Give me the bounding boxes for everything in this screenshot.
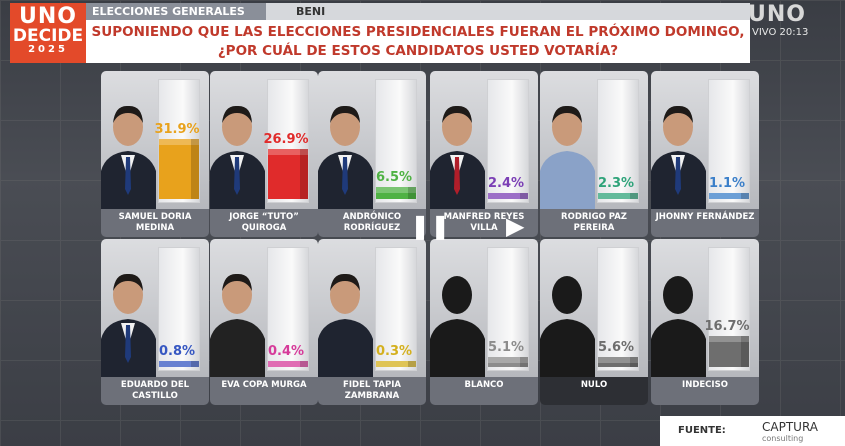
candidate-name: MANFRED REYES VILLA — [430, 209, 538, 237]
candidate-photo — [101, 273, 156, 377]
candidate-card: 16.7% INDECISO — [651, 239, 759, 405]
candidate-photo — [210, 273, 265, 377]
survey-question: SUPONIENDO QUE LAS ELECCIONES PRESIDENCI… — [86, 20, 750, 63]
bar — [376, 361, 416, 367]
candidate-photo — [651, 276, 706, 377]
candidate-name: BLANCO — [430, 377, 538, 405]
bar — [709, 193, 749, 199]
bar — [159, 361, 199, 367]
bar-track — [158, 247, 200, 371]
candidate-name: EDUARDO DEL CASTILLO — [101, 377, 209, 405]
election-title: ELECCIONES GENERALES 2025 — [86, 3, 266, 35]
candidate-card: 2.3% RODRIGO PAZ PEREIRA — [540, 71, 648, 237]
card-stage — [318, 239, 426, 377]
value-label: 5.6% — [597, 339, 635, 355]
uno-decide-logo: UNO DECIDE 2025 — [10, 3, 86, 63]
card-stage — [540, 239, 648, 377]
live-clock: VIVO 20:13 — [752, 27, 809, 38]
candidate-name: SAMUEL DORIA MEDINA — [101, 209, 209, 237]
bar-track — [597, 79, 639, 203]
source-label: FUENTE: — [678, 425, 726, 436]
candidate-name: NULO — [540, 377, 648, 405]
candidate-photo — [210, 105, 265, 209]
candidate-photo — [430, 105, 485, 209]
bar — [268, 148, 308, 199]
candidate-name: RODRIGO PAZ PEREIRA — [540, 209, 648, 237]
candidate-photo — [430, 276, 485, 377]
candidate-photo — [318, 273, 373, 377]
card-stage — [430, 239, 538, 377]
candidate-name: FIDEL TAPIA ZAMBRANA — [318, 377, 426, 405]
candidate-card: 5.1% BLANCO — [430, 239, 538, 405]
source-name: CAPTURA — [762, 420, 818, 434]
bar — [268, 361, 308, 367]
candidate-card: 0.8% EDUARDO DEL CASTILLO — [101, 239, 209, 405]
bar-track — [267, 247, 309, 371]
value-label: 0.4% — [267, 344, 305, 359]
candidate-photo — [318, 105, 373, 209]
value-label: 0.3% — [375, 344, 413, 359]
pause-icon[interactable]: ❚❚ — [410, 212, 451, 240]
value-label: 6.5% — [375, 169, 413, 185]
value-label: 2.4% — [487, 176, 525, 191]
card-stage — [210, 71, 318, 209]
candidate-photo — [540, 276, 595, 377]
bar-track — [487, 247, 529, 371]
logo-line1: UNO — [19, 4, 77, 29]
candidate-photo — [540, 105, 595, 209]
value-label: 2.3% — [597, 176, 635, 191]
candidate-name: JHONNY FERNÁNDEZ — [651, 209, 759, 237]
candidate-card: 26.9% JORGE “TUTO” QUIROGA — [210, 71, 318, 237]
value-label: 16.7% — [704, 318, 750, 334]
bar-track — [375, 247, 417, 371]
value-label: 26.9% — [263, 131, 309, 147]
candidate-name: EVA COPA MURGA — [210, 377, 318, 405]
card-stage — [210, 239, 318, 377]
bar-track — [708, 79, 750, 203]
candidate-card: 31.9% SAMUEL DORIA MEDINA — [101, 71, 209, 237]
bar-track — [487, 79, 529, 203]
candidate-name: ANDRÓNICO RODRÍGUEZ — [318, 209, 426, 237]
candidate-card: 5.6% NULO — [540, 239, 648, 405]
candidate-name: INDECISO — [651, 377, 759, 405]
logo-line3: 2025 — [28, 44, 68, 55]
card-stage — [540, 71, 648, 209]
bar-track — [597, 247, 639, 371]
bar — [488, 357, 528, 367]
card-stage — [651, 239, 759, 377]
value-label: 0.8% — [158, 344, 196, 359]
candidate-name: JORGE “TUTO” QUIROGA — [210, 209, 318, 237]
bar — [598, 356, 638, 367]
play-icon[interactable]: ▶ — [506, 212, 525, 240]
source-sub: consulting — [762, 434, 804, 443]
card-stage — [101, 239, 209, 377]
card-stage — [651, 71, 759, 209]
bar — [709, 335, 749, 367]
value-label: 31.9% — [154, 122, 200, 138]
card-stage — [101, 71, 209, 209]
candidate-card: 0.3% FIDEL TAPIA ZAMBRANA — [318, 239, 426, 405]
candidate-photo — [101, 105, 156, 209]
card-stage — [430, 71, 538, 209]
bar — [376, 186, 416, 199]
candidate-card: 6.5% ANDRÓNICO RODRÍGUEZ — [318, 71, 426, 237]
bar — [159, 139, 199, 199]
card-stage — [318, 71, 426, 209]
candidate-card: 2.4% MANFRED REYES VILLA — [430, 71, 538, 237]
source-logo: CAPTURA consulting — [762, 420, 818, 443]
bar-track — [375, 79, 417, 203]
logo-line2: DECIDE — [12, 26, 84, 46]
candidate-card: 1.1% JHONNY FERNÁNDEZ — [651, 71, 759, 237]
bar — [598, 193, 638, 199]
footer-bar — [660, 416, 845, 446]
channel-logo: UNO — [748, 2, 806, 27]
candidate-card: 0.4% EVA COPA MURGA — [210, 239, 318, 405]
bar — [488, 193, 528, 199]
value-label: 1.1% — [708, 176, 746, 191]
region-label: BENI — [266, 3, 750, 20]
value-label: 5.1% — [487, 340, 525, 356]
candidate-photo — [651, 105, 706, 209]
